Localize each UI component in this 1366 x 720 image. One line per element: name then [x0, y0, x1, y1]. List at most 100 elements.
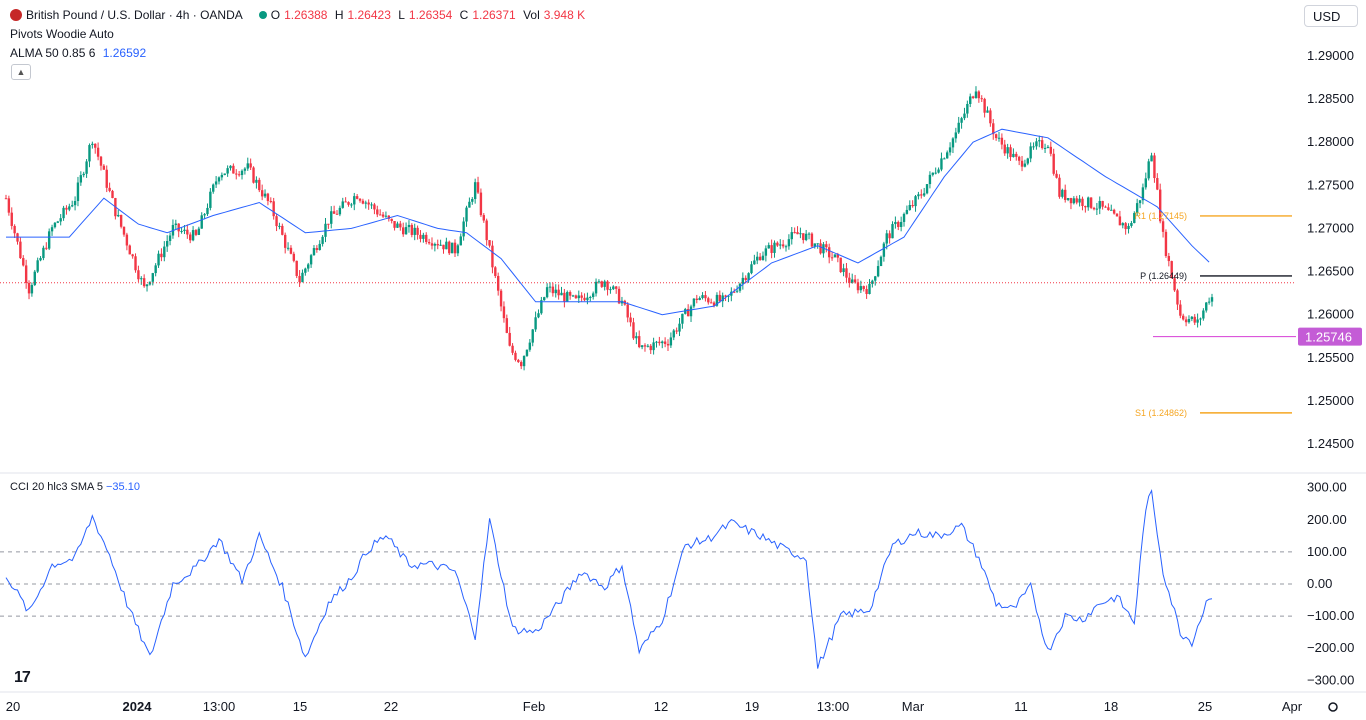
time-tick-label: 11 — [1014, 699, 1028, 714]
candle-body — [827, 247, 831, 258]
ohlc-l-value: 1.26354 — [408, 8, 453, 22]
price-tick-label: 1.26000 — [1307, 307, 1354, 322]
candle-body — [661, 341, 664, 344]
candle-body — [79, 175, 83, 183]
candle-body — [663, 341, 667, 344]
candle-body — [338, 207, 342, 215]
collapse-legend-button[interactable]: ▲ — [11, 64, 31, 80]
candle-body — [807, 233, 811, 235]
candle-body — [255, 179, 258, 183]
candle-body — [1135, 203, 1139, 214]
candle-body — [393, 221, 396, 228]
candle-body — [960, 118, 963, 123]
candle-body — [885, 233, 888, 244]
candle-body — [22, 258, 25, 266]
candle-body — [476, 182, 480, 193]
candle-body — [59, 218, 62, 222]
alma-legend[interactable]: ALMA 50 0.85 6 1.26592 — [10, 46, 150, 60]
ohlc-l-label: L — [398, 8, 405, 22]
candle-body — [1049, 146, 1053, 154]
candle-body — [283, 234, 287, 248]
candle-body — [318, 243, 321, 250]
candle-body — [816, 243, 819, 245]
candle-body — [1046, 146, 1050, 148]
candle-body — [212, 184, 215, 192]
time-tick-label: 13:00 — [817, 699, 850, 714]
candle-body — [511, 345, 514, 353]
candle-body — [1052, 153, 1055, 174]
candle-body — [770, 245, 773, 253]
time-tick-label: 12 — [654, 699, 668, 714]
candle-body — [718, 294, 722, 302]
candle-body — [882, 243, 886, 257]
candle-body — [122, 226, 126, 235]
candle-body — [82, 173, 85, 176]
candle-body — [1158, 189, 1162, 222]
candle-body — [309, 255, 313, 265]
candle-body — [810, 233, 814, 247]
candle-body — [1115, 213, 1119, 217]
price-tick-label: 1.24500 — [1307, 436, 1354, 451]
candle-body — [735, 290, 739, 292]
candle-body — [174, 223, 178, 225]
ohlc-h-label: H — [334, 8, 344, 22]
candle-body — [485, 220, 488, 241]
candle-body — [557, 289, 560, 296]
candle-body — [419, 234, 422, 239]
candle-body — [468, 201, 471, 208]
candle-body — [180, 231, 183, 233]
candle-body — [425, 234, 428, 242]
candle-body — [1127, 225, 1130, 230]
currency-select[interactable]: USD — [1304, 5, 1358, 27]
candle-body — [1207, 301, 1211, 303]
candle-body — [1038, 140, 1041, 142]
candle-body — [848, 277, 851, 284]
tradingview-logo[interactable]: 17 — [14, 669, 31, 686]
candle-body — [899, 221, 903, 227]
candle-body — [258, 179, 261, 191]
candle-body — [214, 181, 218, 185]
candle-body — [1006, 147, 1009, 154]
symbol-title[interactable]: British Pound / U.S. Dollar · 4h · OANDA — [26, 8, 243, 22]
candle-body — [163, 246, 166, 258]
candle-body — [189, 234, 192, 241]
ohlc-c-label: C — [459, 8, 469, 22]
candle-body — [897, 221, 900, 227]
candle-body — [1164, 231, 1168, 257]
candle-body — [1055, 173, 1058, 178]
candle-body — [744, 277, 747, 281]
candle-body — [390, 218, 393, 222]
candle-body — [350, 204, 353, 206]
pivots-legend[interactable]: Pivots Woodie Auto — [10, 27, 118, 41]
candle-body — [235, 173, 238, 175]
time-tick-label: Feb — [523, 699, 545, 714]
cci-legend[interactable]: CCI 20 hlc3 SMA 5 −35.10 — [10, 481, 140, 493]
candle-body — [275, 216, 278, 227]
candle-body — [839, 257, 842, 273]
candle-body — [422, 234, 425, 239]
candle-body — [465, 207, 468, 222]
candle-body — [1087, 197, 1090, 208]
settings-gear-icon[interactable] — [1328, 702, 1338, 712]
candle-body — [1012, 153, 1015, 158]
candle-body — [402, 227, 405, 235]
candle-body — [168, 235, 172, 242]
candle-body — [56, 221, 60, 223]
time-tick-label: 20 — [6, 699, 20, 714]
candle-body — [456, 245, 460, 254]
candle-body — [27, 282, 31, 294]
cci-tick-label: 0.00 — [1307, 576, 1332, 591]
candle-body — [462, 221, 465, 237]
candle-body — [330, 211, 333, 224]
candle-body — [1202, 310, 1205, 319]
candle-body — [315, 248, 319, 250]
candle-body — [709, 302, 713, 304]
candle-body — [971, 96, 975, 98]
candle-body — [943, 158, 946, 160]
candle-body — [404, 227, 408, 235]
candle-body — [606, 281, 609, 290]
candle-body — [525, 349, 529, 356]
candle-body — [802, 233, 805, 241]
candle-body — [1124, 223, 1127, 230]
